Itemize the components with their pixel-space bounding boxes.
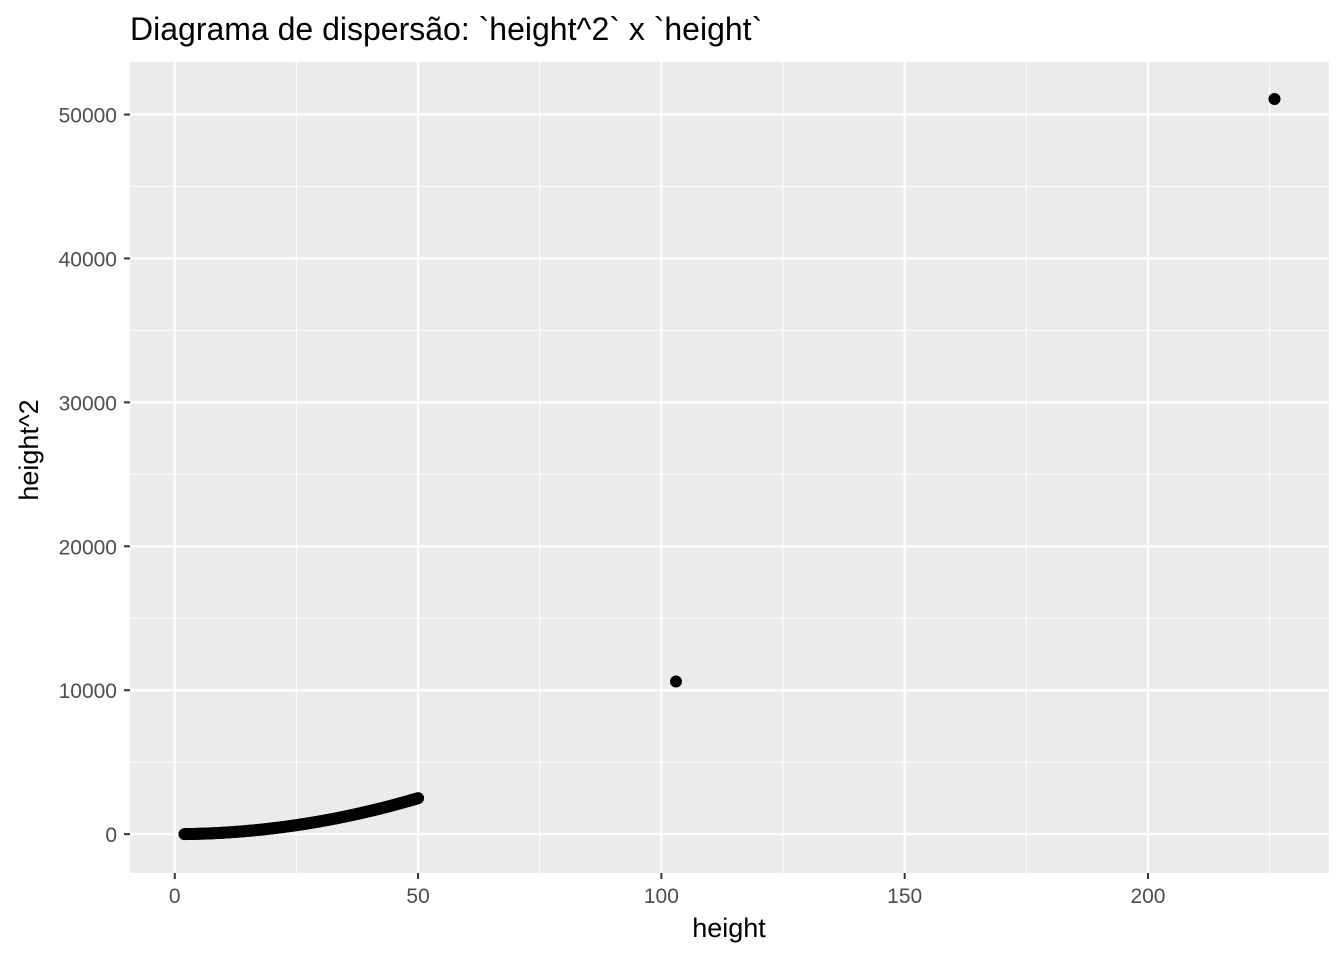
x-tick-label: 100: [644, 885, 679, 908]
data-point-outlier: [669, 675, 682, 688]
chart-title: Diagrama de dispersão: `height^2` x `hei…: [130, 11, 762, 47]
y-tick-label: 30000: [59, 392, 117, 415]
y-tick-label: 10000: [59, 680, 117, 703]
x-axis-title: height: [692, 913, 766, 943]
y-tick-label: 0: [105, 824, 117, 847]
plot-panel: [130, 62, 1329, 873]
y-axis-title: height^2: [14, 399, 44, 500]
x-tick-label: 150: [887, 885, 922, 908]
y-axis: 0 10000 20000 30000 40000 50000: [59, 105, 130, 847]
data-point: [412, 792, 425, 805]
y-tick-label: 50000: [59, 105, 117, 128]
minor-gridlines: [130, 62, 1329, 873]
y-tick-label: 40000: [59, 248, 117, 271]
major-gridlines: [130, 62, 1329, 873]
y-tick-label: 20000: [59, 536, 117, 559]
x-tick-label: 50: [406, 885, 429, 908]
x-axis: 0 50 100 150 200: [169, 873, 1166, 908]
data-point-outlier: [1268, 93, 1281, 106]
x-tick-label: 200: [1130, 885, 1165, 908]
data-points: [178, 93, 1281, 841]
x-tick-label: 0: [169, 885, 181, 908]
